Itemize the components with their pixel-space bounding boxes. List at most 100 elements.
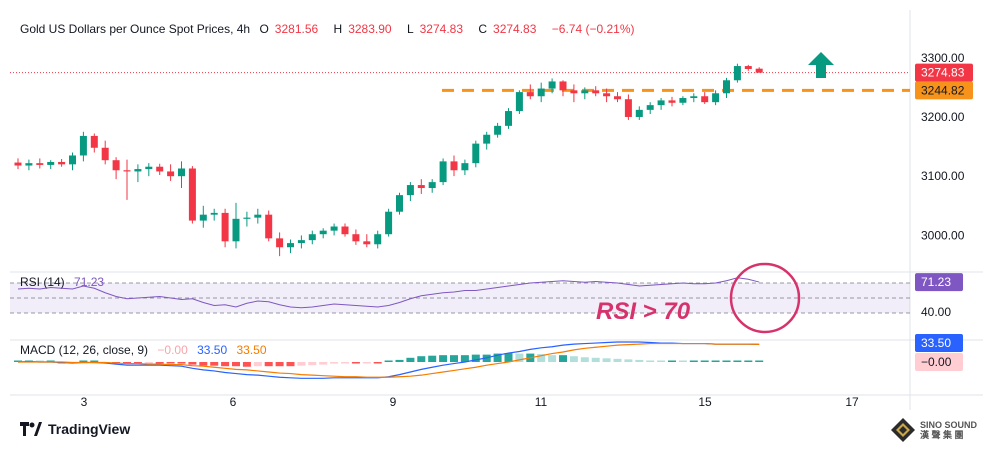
time-axis-tick: 11 [535,395,548,409]
macd-histogram-bar [460,355,469,362]
candle [265,214,273,239]
candle [210,212,218,215]
rsi-legend-value: 71.23 [74,275,105,289]
macd-histogram-bar [711,360,720,362]
macd-histogram-bar [548,355,557,362]
price-legend: Gold US Dollars per Ounce Spot Prices, 4… [20,22,635,36]
macd-legend-label[interactable]: MACD (12, 26, close, 9) [20,343,149,357]
candle [461,163,469,171]
macd-histogram-bar [471,354,480,362]
rsi-legend: RSI (14) 71.23 [20,275,110,289]
macd-histogram-bar [199,362,208,366]
macd-histogram-bar [330,362,339,364]
macd-histogram-bar [319,362,328,365]
macd-histogram-bar [395,359,404,362]
tradingview-logo[interactable]: TradingView [20,421,130,437]
macd-legend: MACD (12, 26, close, 9) −0.00 33.50 33.5… [20,343,273,357]
chart-canvas[interactable]: 3300.00 3200.00 3100.00 3000.00 3274.83 3244.… [10,10,983,447]
macd-histogram-bar [580,357,589,362]
time-axis-tick: 6 [230,395,237,409]
candle [450,161,458,171]
macd-histogram-bar [657,360,666,362]
tradingview-text: TradingView [48,421,131,437]
macd-histogram-bar [624,359,633,362]
price-axis-tick: 3100.00 [921,169,965,183]
time-axis-tick: 9 [390,395,397,409]
candle [712,93,720,103]
candle [679,98,687,103]
macd-histogram-bar [253,362,262,367]
rsi-line [17,277,760,309]
candle [276,238,284,248]
macd-histogram-bar [733,360,742,362]
candle [134,169,142,172]
macd-hist-badge-text: −0.00 [921,355,952,369]
macd-histogram-bar [537,354,546,362]
candle [548,81,556,89]
candle [439,161,447,183]
candle [188,168,196,221]
candle [614,96,621,100]
macd-histogram-bar [559,355,567,362]
candle [25,163,33,166]
candle [690,96,698,99]
macd-histogram-bar [35,360,44,362]
up-arrow-icon [808,52,834,78]
candle [723,80,730,94]
candle [494,125,502,135]
macd-histogram-bar [308,362,317,366]
macd-histogram-bar [406,357,415,362]
candle [341,226,349,235]
macd-histogram-bar [569,356,578,362]
candle [515,92,523,112]
candle [483,134,491,144]
candle [243,217,251,219]
open-value: 3281.56 [274,22,319,36]
candle [635,109,643,117]
candle [14,162,22,166]
candle [592,90,600,94]
macd-histogram-bar [493,353,502,362]
macd-histogram-bar [700,360,709,362]
macd-histogram-bar [668,360,676,362]
chart-frame: 3300.00 3200.00 3100.00 3000.00 3274.83 3244.… [10,10,983,447]
price-axis-tick: 3300.00 [921,51,965,65]
candle [156,166,164,172]
rsi-legend-label[interactable]: RSI (14) [20,275,65,289]
watermark-line1: SINO SOUND [919,420,977,430]
macd-histogram-bar [123,362,131,364]
candle [385,211,393,235]
candle [744,66,752,70]
candle [101,147,109,161]
candle [79,135,87,156]
macd-histogram-bar [755,360,764,362]
candle [47,161,55,165]
tradingview-logo-icon [20,422,42,436]
macd-histogram-bar [210,362,219,366]
symbol-title[interactable]: Gold US Dollars per Ounce Spot Prices, 4… [20,22,251,36]
rsi-annotation-text: RSI > 70 [596,298,691,325]
candle [58,161,66,165]
macd-signal-line [18,342,760,378]
macd-histogram-bar [14,360,22,362]
candle [526,92,534,97]
candle [90,135,98,148]
candle [232,218,240,242]
candle [624,99,632,117]
macd-histogram-bar [297,362,306,366]
macd-histogram-bar [439,355,448,362]
macd-histogram-bar [79,360,88,362]
candle [36,163,44,165]
candle [559,81,567,91]
candle [701,96,709,103]
macd-histogram-bar [177,362,186,364]
change-value: −6.74 (−0.21%) [551,22,635,36]
macd-histogram-bar [362,362,371,364]
candle [428,182,436,189]
macd-histogram-bar [504,353,513,362]
macd-histogram-bar [242,362,251,367]
macd-line-value: 33.50 [197,343,228,357]
candle [287,243,294,248]
macd-histogram-bar [591,357,600,362]
macd-histogram-bar [144,362,153,364]
